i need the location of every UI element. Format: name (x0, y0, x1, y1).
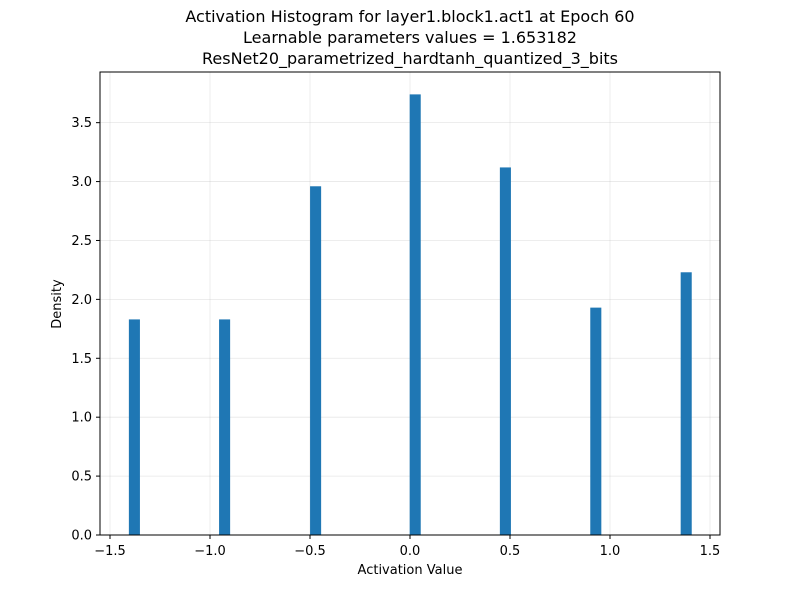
x-tick-label: 1.0 (600, 544, 621, 559)
y-tick-label: 3.0 (71, 175, 92, 190)
y-tick-label: 2.0 (71, 293, 92, 308)
histogram-bar (219, 319, 231, 535)
y-tick-label: 3.5 (71, 116, 92, 131)
histogram-bars (128, 94, 692, 536)
x-tick-label: 0.5 (500, 544, 521, 559)
y-tick-label: 0.0 (71, 529, 92, 544)
histogram-bar (590, 307, 602, 535)
axes: −1.5 −1.0 −0.5 0.0 0.5 1.0 1.5 0.0 0.5 1.0 1.5 2.0 2… (71, 71, 721, 559)
x-tick-label: −0.5 (294, 544, 326, 559)
chart-title-line-3: ResNet20_parametrized_hardtanh_quantized… (202, 49, 618, 69)
histogram-bar (499, 167, 511, 535)
histogram-bar (680, 272, 692, 535)
y-tick-label: 0.5 (71, 470, 92, 485)
histogram-bar (128, 319, 140, 535)
histogram-bar (409, 94, 421, 536)
chart-title-line-1: Activation Histogram for layer1.block1.a… (185, 7, 634, 26)
y-tick-label: 1.0 (71, 411, 92, 426)
chart-title-line-2: Learnable parameters values = 1.653182 (243, 28, 577, 47)
y-tick-label: 2.5 (71, 234, 92, 249)
y-axis-label: Density (50, 279, 65, 329)
y-tick-label: 1.5 (71, 352, 92, 367)
x-tick-label: 0.0 (400, 544, 421, 559)
x-tick-label: −1.5 (94, 544, 126, 559)
x-tick-label: −1.0 (194, 544, 226, 559)
histogram-bar (310, 186, 322, 536)
x-axis-label: Activation Value (358, 563, 463, 578)
x-tick-label: 1.5 (700, 544, 721, 559)
